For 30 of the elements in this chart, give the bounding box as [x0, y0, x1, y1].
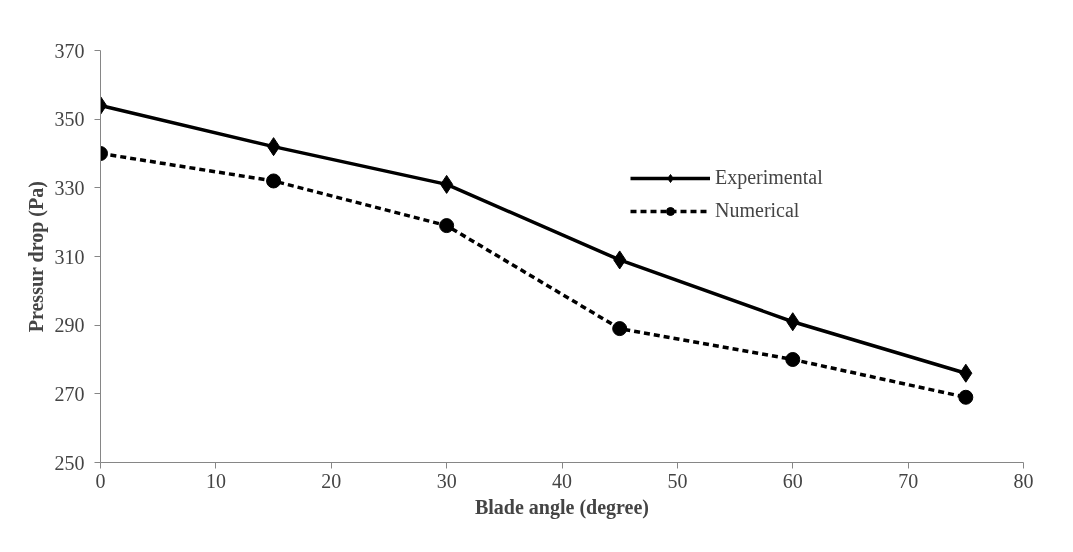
x-tick-label: 20: [321, 469, 342, 492]
y-tick-label: 250: [54, 451, 85, 474]
point: [267, 137, 281, 157]
x-tick-label: 60: [782, 469, 803, 492]
x-tick-label: 30: [436, 469, 457, 492]
point: [439, 218, 455, 234]
legend-label: Numerical: [715, 199, 800, 222]
x-tick-label: 0: [95, 469, 106, 492]
y-tick-label: 290: [54, 314, 85, 337]
y-tick-label: 310: [54, 245, 85, 268]
x-tick-label: 70: [898, 469, 919, 492]
point: [785, 352, 801, 367]
legend-label: Experimental: [715, 166, 823, 189]
x-tick-label: 80: [1013, 469, 1034, 492]
x-tick-label: 50: [667, 469, 688, 492]
point: [266, 173, 282, 189]
point: [613, 250, 627, 270]
x-tick-label: 10: [205, 469, 226, 492]
y-tick-label: 370: [54, 39, 85, 62]
point: [786, 312, 800, 332]
point: [440, 174, 454, 194]
x-tick-label: 40: [552, 469, 572, 492]
y-tick-label: 350: [54, 108, 85, 131]
y-tick-label: 330: [54, 176, 85, 199]
y-axis-title: Pressur drop (Pa): [24, 181, 48, 333]
point: [958, 389, 974, 405]
point: [959, 363, 973, 383]
y-tick-label: 270: [54, 382, 85, 405]
point: [612, 321, 628, 337]
x-axis-title: Blade angle (degree): [474, 495, 650, 519]
